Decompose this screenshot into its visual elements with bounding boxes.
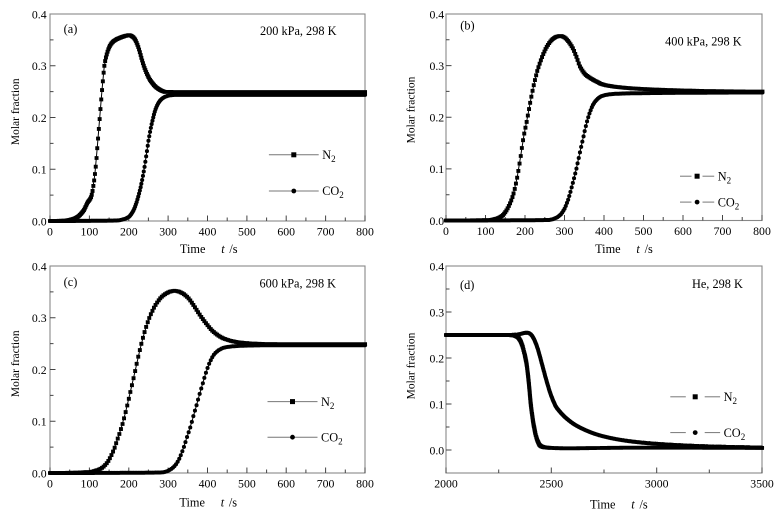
svg-text:300: 300: [556, 224, 574, 238]
svg-text:3500: 3500: [750, 476, 774, 490]
svg-text:600: 600: [277, 476, 295, 490]
svg-text:700: 700: [714, 224, 732, 238]
svg-text:0: 0: [47, 476, 53, 490]
svg-text:t: t: [636, 242, 640, 256]
svg-text:CO2: CO2: [322, 184, 344, 200]
svg-text:0.0: 0.0: [429, 214, 444, 228]
svg-text:0.2: 0.2: [32, 363, 47, 377]
svg-text:600: 600: [674, 224, 692, 238]
svg-text:0.4: 0.4: [32, 259, 47, 273]
svg-text:CO2: CO2: [724, 426, 746, 442]
svg-text:Molar fraction: Molar fraction: [10, 330, 22, 397]
svg-text:200 kPa, 298 K: 200 kPa, 298 K: [260, 24, 337, 38]
svg-text:100: 100: [81, 224, 99, 238]
svg-text:100: 100: [81, 476, 99, 490]
svg-text:/s: /s: [645, 242, 653, 256]
svg-text:0.3: 0.3: [32, 59, 47, 73]
svg-text:Molar fraction: Molar fraction: [406, 76, 418, 143]
svg-text:100: 100: [477, 224, 495, 238]
svg-text:0.2: 0.2: [429, 351, 444, 365]
svg-text:0.1: 0.1: [429, 162, 444, 176]
svg-text:0: 0: [443, 224, 449, 238]
svg-text:/s: /s: [229, 496, 237, 510]
svg-text:0.1: 0.1: [32, 415, 47, 429]
svg-text:Time: Time: [595, 242, 621, 256]
svg-text:0.1: 0.1: [429, 397, 444, 411]
svg-text:500: 500: [238, 476, 256, 490]
svg-text:0: 0: [47, 224, 53, 238]
svg-text:0.4: 0.4: [32, 7, 47, 21]
svg-text:2000: 2000: [434, 476, 458, 490]
svg-text:400: 400: [595, 224, 613, 238]
svg-text:2500: 2500: [540, 476, 564, 490]
svg-text:400: 400: [199, 224, 217, 238]
svg-text:CO2: CO2: [321, 430, 343, 446]
svg-text:Molar fraction: Molar fraction: [10, 78, 22, 145]
svg-text:600: 600: [277, 224, 295, 238]
svg-text:0.3: 0.3: [32, 311, 47, 325]
svg-text:(d): (d): [460, 278, 474, 292]
svg-text:0.3: 0.3: [429, 59, 444, 73]
svg-text:He, 298 K: He, 298 K: [692, 277, 743, 291]
svg-text:0.2: 0.2: [32, 111, 47, 125]
svg-text:800: 800: [356, 476, 374, 490]
svg-text:800: 800: [356, 224, 374, 238]
svg-text:Time: Time: [179, 496, 205, 510]
svg-text:t: t: [221, 496, 225, 510]
svg-text:0.4: 0.4: [429, 7, 444, 21]
svg-text:400 kPa, 298 K: 400 kPa, 298 K: [665, 34, 742, 48]
svg-text:Molar fraction: Molar fraction: [406, 332, 418, 399]
svg-text:CO2: CO2: [718, 195, 740, 211]
svg-text:0.2: 0.2: [429, 111, 444, 125]
svg-text:/s: /s: [229, 242, 237, 256]
svg-text:300: 300: [159, 224, 177, 238]
svg-text:500: 500: [635, 224, 653, 238]
svg-text:0.0: 0.0: [429, 443, 444, 457]
svg-text:200: 200: [516, 224, 534, 238]
svg-text:Time: Time: [180, 242, 206, 256]
svg-text:200: 200: [120, 224, 138, 238]
svg-text:0.3: 0.3: [429, 305, 444, 319]
svg-text:700: 700: [317, 476, 335, 490]
svg-text:3000: 3000: [645, 476, 669, 490]
svg-text:t: t: [631, 497, 635, 511]
svg-text:0.1: 0.1: [32, 163, 47, 177]
svg-text:(b): (b): [460, 19, 474, 33]
svg-text:500: 500: [238, 224, 256, 238]
svg-text:(a): (a): [64, 22, 78, 36]
svg-text:t: t: [221, 242, 225, 256]
svg-text:700: 700: [317, 224, 335, 238]
svg-text:(c): (c): [64, 275, 78, 289]
svg-text:200: 200: [120, 476, 138, 490]
svg-text:Time: Time: [590, 497, 616, 511]
svg-text:800: 800: [753, 224, 771, 238]
svg-text:0.4: 0.4: [429, 259, 444, 273]
svg-text:600 kPa, 298 K: 600 kPa, 298 K: [260, 276, 337, 290]
svg-text:400: 400: [199, 476, 217, 490]
svg-text:0.0: 0.0: [32, 466, 47, 480]
svg-text:0.0: 0.0: [32, 214, 47, 228]
svg-text:300: 300: [159, 476, 177, 490]
svg-text:/s: /s: [640, 497, 648, 511]
